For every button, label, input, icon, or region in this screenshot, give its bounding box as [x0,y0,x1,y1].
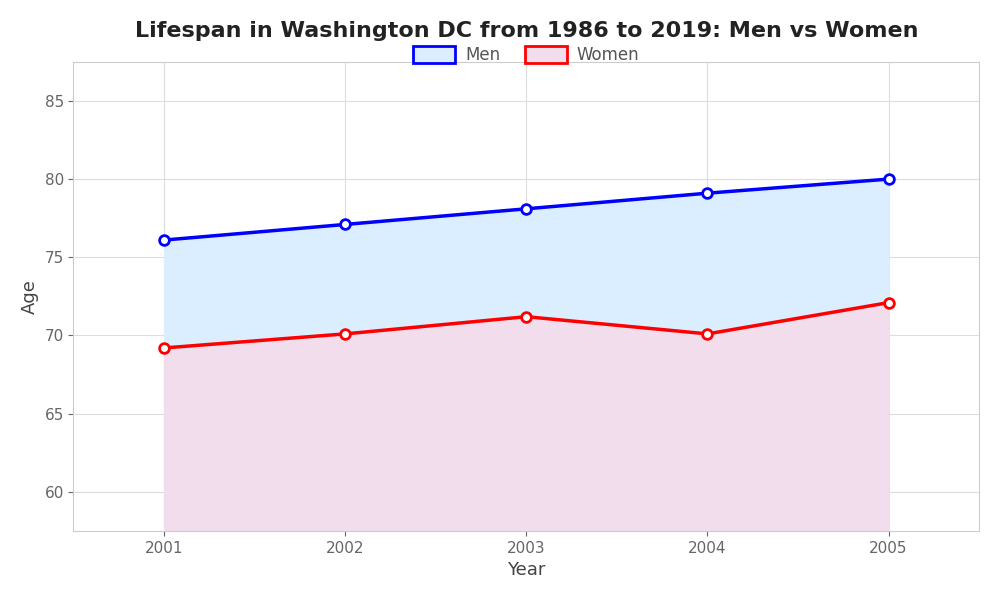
Legend: Men, Women: Men, Women [405,37,648,72]
Y-axis label: Age: Age [21,279,39,314]
Title: Lifespan in Washington DC from 1986 to 2019: Men vs Women: Lifespan in Washington DC from 1986 to 2… [135,21,918,41]
X-axis label: Year: Year [507,561,546,579]
